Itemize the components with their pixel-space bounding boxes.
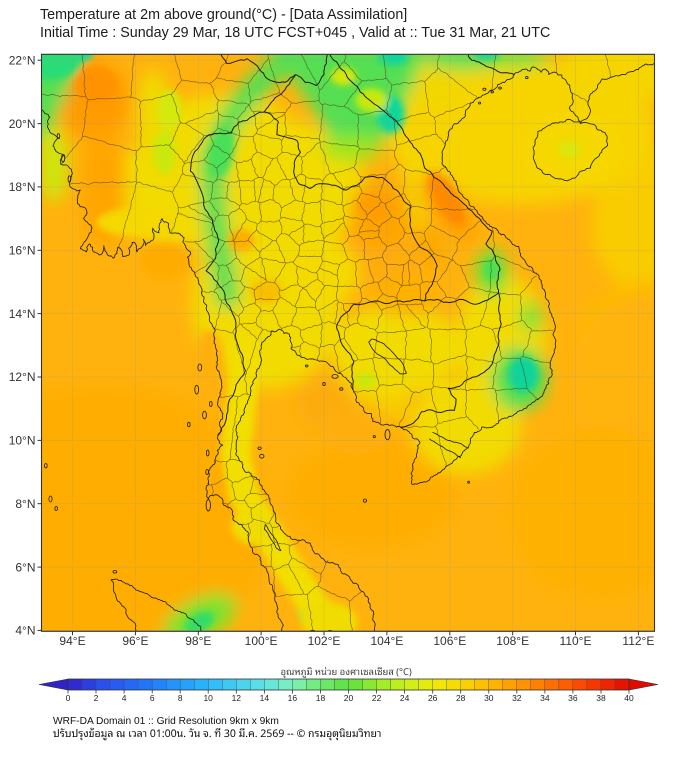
svg-text:104°E: 104°E (370, 634, 403, 648)
svg-text:Initial Time : Sunday 29 Mar,: Initial Time : Sunday 29 Mar, 18 UTC FCS… (40, 25, 550, 41)
svg-text:106°E: 106°E (433, 634, 466, 648)
svg-text:16: 16 (288, 693, 298, 703)
svg-text:100°E: 100°E (245, 634, 278, 648)
svg-text:8°N: 8°N (15, 497, 35, 511)
svg-text:98°E: 98°E (185, 634, 211, 648)
svg-text:14: 14 (260, 693, 270, 703)
svg-text:96°E: 96°E (122, 634, 148, 648)
svg-text:20°N: 20°N (9, 117, 36, 131)
svg-text:110°E: 110°E (560, 634, 592, 648)
svg-text:94°E: 94°E (59, 634, 85, 648)
svg-text:22: 22 (372, 693, 382, 703)
svg-text:40: 40 (624, 693, 634, 703)
svg-text:6°N: 6°N (15, 560, 35, 574)
svg-text:32: 32 (512, 693, 522, 703)
svg-text:6: 6 (150, 693, 155, 703)
svg-text:22°N: 22°N (9, 53, 36, 67)
svg-text:20: 20 (344, 693, 354, 703)
svg-text:4: 4 (122, 693, 127, 703)
svg-text:2: 2 (94, 693, 99, 703)
svg-text:34: 34 (540, 693, 550, 703)
svg-text:26: 26 (428, 693, 438, 703)
svg-text:8: 8 (178, 693, 183, 703)
svg-text:30: 30 (484, 693, 494, 703)
svg-text:16°N: 16°N (9, 244, 36, 258)
svg-text:0: 0 (66, 693, 71, 703)
svg-text:36: 36 (568, 693, 578, 703)
svg-text:10°N: 10°N (9, 434, 36, 448)
svg-text:18: 18 (316, 693, 326, 703)
svg-text:WRF-DA Domain 01 :: Grid Resol: WRF-DA Domain 01 :: Grid Resolution 9km … (53, 716, 279, 727)
svg-text:10: 10 (203, 693, 213, 703)
svg-text:112°E: 112°E (622, 634, 654, 648)
svg-text:Temperature at 2m above ground: Temperature at 2m above ground(°C) - [Da… (40, 7, 407, 23)
svg-text:28: 28 (456, 693, 466, 703)
svg-text:108°E: 108°E (496, 634, 529, 648)
svg-text:12°N: 12°N (9, 370, 36, 384)
svg-text:18°N: 18°N (9, 180, 36, 194)
svg-text:38: 38 (596, 693, 606, 703)
svg-text:12: 12 (232, 693, 242, 703)
svg-text:4°N: 4°N (15, 624, 35, 638)
svg-text:24: 24 (400, 693, 410, 703)
svg-text:102°E: 102°E (308, 634, 341, 648)
svg-text:14°N: 14°N (9, 307, 36, 321)
